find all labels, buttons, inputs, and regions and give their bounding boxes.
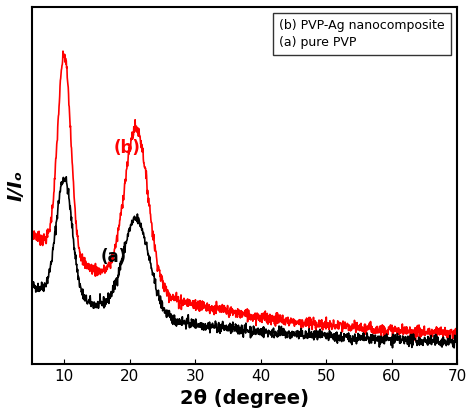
Line: (b) PVP-Ag nanocomposite: (b) PVP-Ag nanocomposite bbox=[31, 51, 457, 341]
(b) PVP-Ag nanocomposite bbox=[60, 49, 66, 54]
(a) pure PVP bbox=[410, 342, 415, 347]
(a) pure PVP bbox=[219, 326, 225, 331]
(b) PVP-Ag nanocomposite bbox=[410, 330, 415, 334]
(b) PVP-Ag nanocomposite bbox=[271, 316, 277, 321]
(a) pure PVP bbox=[32, 286, 37, 290]
Line: (a) pure PVP: (a) pure PVP bbox=[31, 177, 457, 348]
(a) pure PVP bbox=[271, 335, 277, 340]
(a) pure PVP bbox=[64, 174, 69, 179]
(b) PVP-Ag nanocomposite bbox=[219, 309, 225, 314]
(a) pure PVP bbox=[292, 333, 298, 338]
(a) pure PVP bbox=[455, 339, 460, 344]
(a) pure PVP bbox=[451, 345, 457, 350]
(b) PVP-Ag nanocomposite bbox=[292, 319, 298, 324]
Y-axis label: I/Iₒ: I/Iₒ bbox=[7, 170, 26, 201]
Text: (a): (a) bbox=[100, 248, 127, 266]
(b) PVP-Ag nanocomposite bbox=[28, 225, 34, 229]
Text: (b): (b) bbox=[113, 139, 140, 157]
Legend: (b) PVP-Ag nanocomposite, (a) pure PVP: (b) PVP-Ag nanocomposite, (a) pure PVP bbox=[273, 13, 451, 56]
(a) pure PVP bbox=[28, 282, 34, 287]
(b) PVP-Ag nanocomposite bbox=[412, 339, 418, 344]
(b) PVP-Ag nanocomposite bbox=[32, 234, 37, 239]
(b) PVP-Ag nanocomposite bbox=[455, 325, 460, 330]
X-axis label: 2θ (degree): 2θ (degree) bbox=[180, 389, 309, 408]
(b) PVP-Ag nanocomposite bbox=[37, 243, 43, 248]
(a) pure PVP bbox=[37, 284, 43, 289]
